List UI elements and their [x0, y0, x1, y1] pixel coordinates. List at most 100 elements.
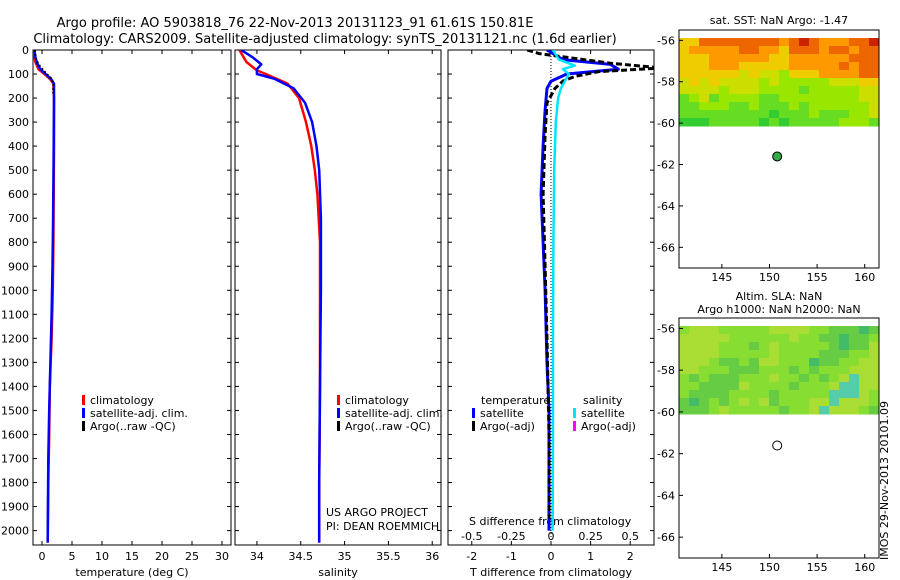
heatmap-cell	[729, 102, 740, 111]
heatmap-cell	[759, 86, 770, 95]
heatmap-cell	[819, 70, 830, 79]
map-lat-tick-label: -58	[657, 364, 675, 377]
heatmap-cell	[839, 398, 850, 407]
heatmap-cell	[799, 70, 810, 79]
heatmap-cell	[869, 38, 880, 47]
heatmap-cell	[779, 334, 790, 343]
heatmap-cell	[739, 374, 750, 383]
heatmap-cell	[739, 46, 750, 55]
heatmap-cell	[809, 382, 820, 391]
heatmap-cell	[699, 350, 710, 359]
imos-side-label: IMOS 29-Nov-2013 20101.09	[878, 401, 891, 560]
heatmap-cell	[809, 366, 820, 375]
heatmap-cell	[839, 102, 850, 111]
heatmap-cell	[849, 78, 860, 87]
depth-tick-label: 1600	[1, 428, 29, 441]
heatmap-cell	[779, 374, 790, 383]
heatmap-cell	[709, 398, 720, 407]
heatmap-cell	[689, 70, 700, 79]
heatmap-cell	[769, 78, 780, 87]
heatmap-cell	[739, 118, 750, 127]
heatmap-cell	[769, 110, 780, 119]
heatmap-cell	[839, 350, 850, 359]
heatmap-cell	[799, 38, 810, 47]
map-lat-tick-label: -62	[657, 448, 675, 461]
heatmap-cell	[699, 102, 710, 111]
heatmap-cell	[829, 390, 840, 399]
heatmap-cell	[829, 38, 840, 47]
heatmap-cell	[849, 38, 860, 47]
heatmap-cell	[679, 398, 690, 407]
heatmap-cell	[779, 94, 790, 103]
map-lat-tick-label: -64	[657, 200, 675, 213]
heatmap-cell	[869, 326, 880, 335]
depth-tick-label: 1000	[1, 284, 29, 297]
heatmap-cell	[819, 38, 830, 47]
heatmap-cell	[749, 38, 760, 47]
heatmap-cell	[819, 374, 830, 383]
series-line-salinity-satellite	[551, 50, 577, 531]
x-tick-label: 35	[338, 550, 352, 563]
heatmap-cell	[679, 334, 690, 343]
heatmap-cell	[679, 110, 690, 119]
heatmap-cell	[729, 406, 740, 415]
heatmap-cell	[759, 54, 770, 63]
heatmap-cell	[719, 54, 730, 63]
heatmap-cell	[829, 70, 840, 79]
heatmap-cell	[679, 118, 690, 127]
legend-swatch	[472, 408, 475, 418]
heatmap-cell	[689, 350, 700, 359]
heatmap-cell	[679, 62, 690, 71]
heatmap-cell	[849, 54, 860, 63]
pi-label: PI: DEAN ROEMMICH	[326, 520, 439, 533]
heatmap-cell	[729, 46, 740, 55]
heatmap-cell	[699, 326, 710, 335]
heatmap-cell	[709, 342, 720, 351]
heatmap-cell	[849, 110, 860, 119]
legend-swatch	[573, 408, 576, 418]
depth-tick-label: 200	[8, 92, 29, 105]
heatmap-cell	[769, 70, 780, 79]
legend-label: satellite-adj. clim.	[345, 407, 443, 420]
heatmap-cell	[859, 334, 870, 343]
heatmap-cell	[839, 382, 850, 391]
depth-tick-label: 1500	[1, 404, 29, 417]
heatmap-cell	[809, 86, 820, 95]
depth-tick-label: 1300	[1, 356, 29, 369]
map-lon-tick-label: 155	[807, 561, 828, 574]
heatmap-cell	[869, 350, 880, 359]
heatmap-cell	[849, 62, 860, 71]
depth-tick-label: 600	[8, 188, 29, 201]
heatmap-cell	[719, 366, 730, 375]
heatmap-cell	[859, 62, 870, 71]
heatmap-cell	[809, 358, 820, 367]
heatmap-cell	[779, 102, 790, 111]
heatmap-cell	[869, 86, 880, 95]
heatmap-cell	[719, 78, 730, 87]
map-title: Altim. SLA: NaN	[736, 290, 823, 303]
heatmap-cell	[709, 406, 720, 415]
series-line-climatology	[238, 50, 322, 543]
heatmap-cell	[779, 38, 790, 47]
heatmap-cell	[689, 390, 700, 399]
heatmap-cell	[839, 118, 850, 127]
heatmap-cell	[789, 86, 800, 95]
heatmap-cell	[769, 390, 780, 399]
map-lat-tick-label: -56	[657, 34, 675, 47]
heatmap-cell	[689, 326, 700, 335]
heatmap-cell	[739, 398, 750, 407]
heatmap-cell	[809, 374, 820, 383]
x-tick-label: 2	[627, 550, 634, 563]
heatmap-cell	[779, 382, 790, 391]
heatmap-cell	[729, 118, 740, 127]
heatmap-cell	[729, 350, 740, 359]
heatmap-cell	[679, 374, 690, 383]
heatmap-cell	[739, 390, 750, 399]
map-lat-tick-label: -66	[657, 531, 675, 544]
heatmap-cell	[809, 70, 820, 79]
heatmap-cell	[809, 62, 820, 71]
heatmap-cell	[689, 102, 700, 111]
heatmap-cell	[859, 398, 870, 407]
heatmap-cell	[709, 358, 720, 367]
heatmap-cell	[829, 54, 840, 63]
